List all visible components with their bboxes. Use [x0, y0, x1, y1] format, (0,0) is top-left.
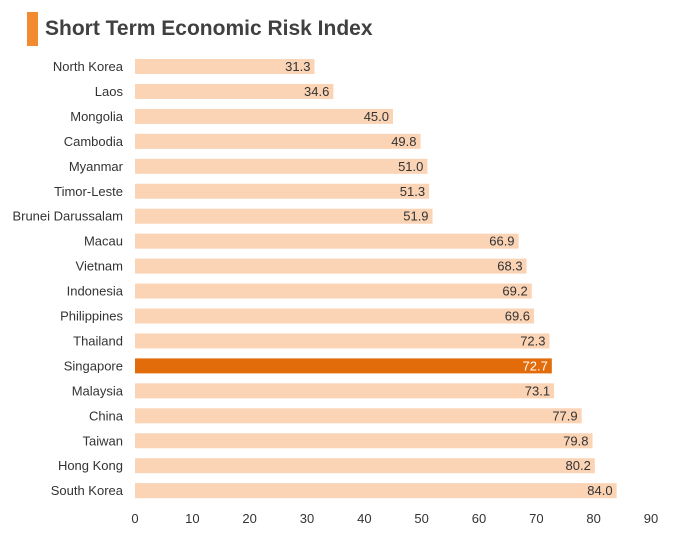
category-label-vietnam: Vietnam — [76, 259, 123, 274]
value-label-malaysia: 73.1 — [525, 383, 550, 398]
category-label-myanmar: Myanmar — [69, 159, 124, 174]
x-tick-label-80: 80 — [586, 511, 600, 526]
category-label-north-korea: North Korea — [53, 59, 124, 74]
category-label-south-korea: South Korea — [51, 483, 124, 498]
x-tick-label-90: 90 — [644, 511, 658, 526]
bar-indonesia — [135, 283, 532, 299]
value-label-mongolia: 45.0 — [364, 109, 389, 124]
category-label-indonesia: Indonesia — [67, 284, 124, 299]
bar-vietnam — [135, 258, 527, 274]
value-label-hong-kong: 80.2 — [566, 458, 591, 473]
value-label-philippines: 69.6 — [505, 309, 530, 324]
category-label-mongolia: Mongolia — [70, 109, 124, 124]
bar-singapore — [135, 358, 552, 374]
bar-timor-leste — [135, 183, 430, 199]
category-label-cambodia: Cambodia — [64, 134, 124, 149]
value-label-cambodia: 49.8 — [391, 134, 416, 149]
category-label-timor-leste: Timor-Leste — [54, 184, 123, 199]
bar-macau — [135, 233, 519, 249]
value-label-singapore: 72.7 — [523, 358, 548, 373]
value-label-china: 77.9 — [552, 408, 577, 423]
bar-brunei-darussalam — [135, 208, 433, 224]
category-label-philippines: Philippines — [60, 309, 123, 324]
x-tick-label-60: 60 — [472, 511, 486, 526]
chart-title-block: Short Term Economic Risk Index — [27, 12, 373, 46]
x-tick-label-70: 70 — [529, 511, 543, 526]
category-label-hong-kong: Hong Kong — [58, 458, 123, 473]
category-label-brunei-darussalam: Brunei Darussalam — [12, 209, 123, 224]
category-label-thailand: Thailand — [73, 333, 123, 348]
bar-hong-kong — [135, 458, 595, 474]
value-label-north-korea: 31.3 — [285, 59, 310, 74]
category-label-malaysia: Malaysia — [72, 383, 124, 398]
bar-taiwan — [135, 433, 593, 449]
value-label-timor-leste: 51.3 — [400, 184, 425, 199]
bar-north-korea — [135, 59, 315, 74]
value-label-thailand: 72.3 — [520, 333, 545, 348]
bar-thailand — [135, 333, 550, 349]
bar-laos — [135, 83, 334, 99]
value-label-taiwan: 79.8 — [563, 433, 588, 448]
category-label-macau: Macau — [84, 234, 123, 249]
x-tick-label-50: 50 — [414, 511, 428, 526]
x-tick-label-10: 10 — [185, 511, 199, 526]
x-tick-label-0: 0 — [131, 511, 138, 526]
chart-title: Short Term Economic Risk Index — [45, 17, 373, 40]
value-label-myanmar: 51.0 — [398, 159, 423, 174]
title-accent-bar — [27, 12, 38, 46]
value-label-laos: 34.6 — [304, 84, 329, 99]
bar-south-korea — [135, 483, 617, 499]
x-tick-label-20: 20 — [242, 511, 256, 526]
value-label-macau: 66.9 — [489, 234, 514, 249]
x-tick-label-30: 30 — [300, 511, 314, 526]
bar-cambodia — [135, 133, 421, 149]
bar-philippines — [135, 308, 535, 324]
x-tick-label-40: 40 — [357, 511, 371, 526]
value-label-indonesia: 69.2 — [502, 284, 527, 299]
category-label-taiwan: Taiwan — [83, 433, 123, 448]
value-label-brunei-darussalam: 51.9 — [403, 209, 428, 224]
bar-malaysia — [135, 383, 555, 399]
bar-china — [135, 408, 582, 424]
bar-mongolia — [135, 108, 393, 124]
category-label-china: China — [89, 408, 124, 423]
category-label-singapore: Singapore — [64, 358, 123, 373]
bar-myanmar — [135, 158, 428, 174]
value-label-vietnam: 68.3 — [497, 259, 522, 274]
value-label-south-korea: 84.0 — [587, 483, 612, 498]
category-label-laos: Laos — [95, 84, 124, 99]
